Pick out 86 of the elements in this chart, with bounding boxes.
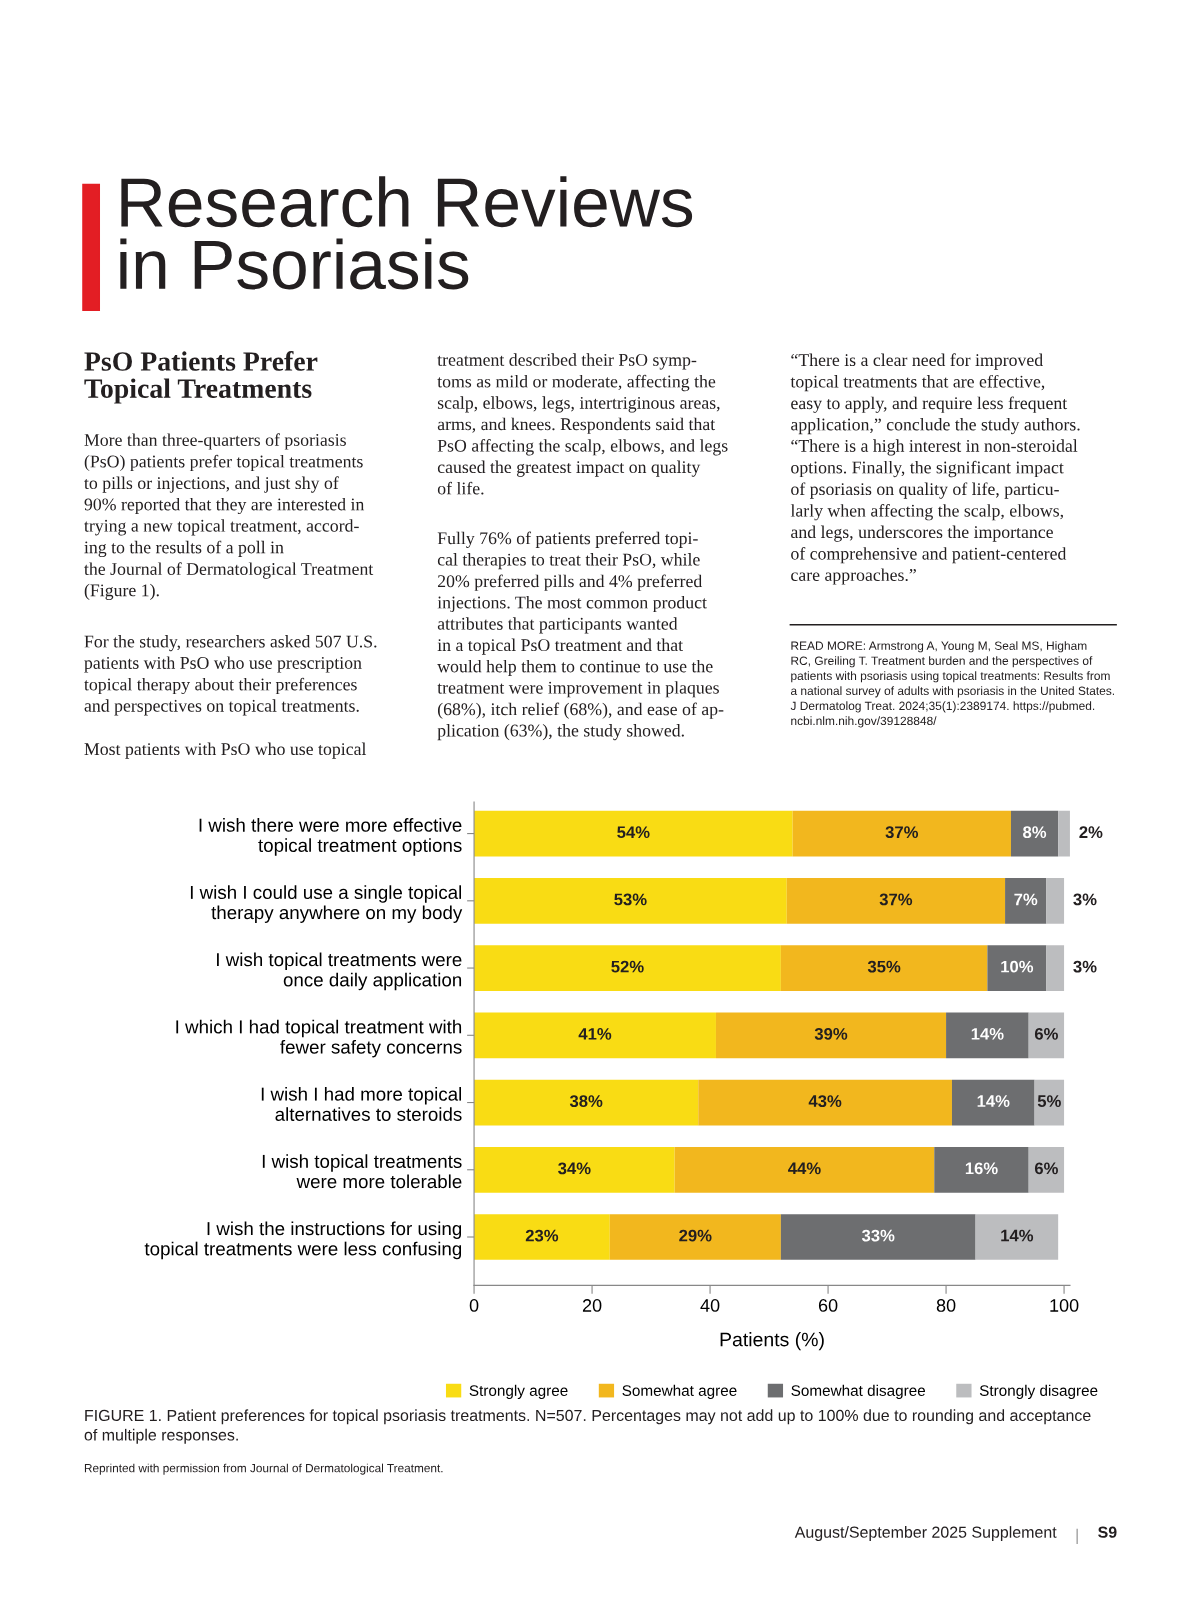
- data-label: 23%: [525, 1229, 559, 1242]
- data-label: 5%: [1037, 1095, 1061, 1107]
- chart-title: Research Reviews in Psoriasis: [120, 176, 693, 290]
- bar: [792, 810, 1011, 857]
- x-tick-label: 40: [700, 1299, 720, 1312]
- x-tick-label: 80: [936, 1299, 956, 1312]
- data-label: 2%: [1079, 826, 1103, 839]
- text: Fully 76% of patients preferred topi- cal therapies to treat their PsO, while 20% preferred pills and 4% preferred injections. The most common product attributes that participants wanted in a topical PsO treatment and that would help them to continue to use the treatment were improvement in plaques (68%), itch relief (68%), and ease of ap- plication (63%), the study showed.: [437, 531, 724, 741]
- y-tick-label: I wish topical treatments were more tolerable: [262, 1154, 462, 1189]
- x-tick-label: 0: [469, 1299, 479, 1312]
- y-tick-label: I wish I had more topical alternatives to steroids: [261, 1086, 462, 1121]
- data-label: 34%: [558, 1162, 591, 1175]
- data-label: 53%: [614, 893, 647, 906]
- text: Reprinted with permission from Journal of Dermatological Treatment.: [84, 1463, 443, 1475]
- legend-label: Somewhat agree: [622, 1384, 737, 1400]
- legend-label: Strongly agree: [469, 1384, 568, 1400]
- text: PsO Patients Prefer Topical Treatments: [84, 351, 318, 404]
- data-label: 14%: [1001, 1229, 1034, 1242]
- data-label: 39%: [814, 1027, 848, 1040]
- text: Most patients with PsO who use topical: [84, 742, 367, 759]
- y-tick-label: I wish I could use a single topical therapy anywhere on my body: [190, 885, 463, 923]
- bar: [786, 877, 1006, 924]
- data-label: 37%: [885, 826, 919, 839]
- data-label: 16%: [965, 1162, 998, 1175]
- data-label: 33%: [861, 1229, 895, 1242]
- bar: [474, 810, 793, 857]
- text: August/September 2025 Supplement: [794, 1526, 1057, 1541]
- data-label: 41%: [578, 1028, 612, 1040]
- data-label: 44%: [788, 1162, 821, 1175]
- data-label: 14%: [971, 1028, 1004, 1040]
- bar: [946, 1012, 1029, 1059]
- data-label: 43%: [808, 1095, 842, 1108]
- bar: [951, 1079, 1035, 1126]
- data-label: 14%: [977, 1095, 1010, 1107]
- bar: [474, 1012, 716, 1059]
- text: treatment described their PsO symp- toms as mild or moderate, affecting the scalp, elbows, legs, intertriginous areas, arms, and knees. Respondents said that PsO affecting the scalp, elbows, and legs caused the greatest impact on quality of life.: [437, 353, 728, 495]
- data-label: 38%: [569, 1095, 603, 1108]
- data-label: 3%: [1073, 893, 1097, 906]
- data-label: 37%: [879, 893, 913, 906]
- data-label: 29%: [679, 1229, 712, 1242]
- text: For the study, researchers asked 507 U.S. patients with PsO who use prescription topical therapy about their preferences and perspectives on topical treatments.: [84, 635, 377, 716]
- text: READ MORE: Armstrong A, Young M, Seal MS, Higham RC, Greiling T. Treatment burden and the perspectives of patients with psoriasis using topical treatments: Results from a national survey of adults with psoriasis in the United States. J Dermatolog Treat. 2024;35(1):2389174. https://pubmed. ncbi.nlm.nih.gov/39128848/: [790, 641, 1115, 728]
- bar: [1046, 945, 1065, 991]
- bar: [1046, 877, 1065, 924]
- bar: [474, 877, 787, 924]
- bar: [474, 1214, 610, 1260]
- bar: [474, 1146, 675, 1193]
- x-tick-label: 20: [582, 1299, 602, 1312]
- bar: [1058, 810, 1070, 857]
- y-tick-label: I wish the instructions for using topical treatments were less confusing: [144, 1221, 462, 1260]
- bar: [934, 1146, 1029, 1193]
- data-label: 6%: [1034, 1162, 1058, 1175]
- data-label: 10%: [1001, 960, 1034, 973]
- bar: [474, 945, 781, 991]
- bar: [698, 1079, 952, 1126]
- data-label: 6%: [1034, 1027, 1058, 1040]
- bar: [780, 1214, 976, 1260]
- text: S9: [1098, 1526, 1117, 1538]
- x-tick-label: 60: [818, 1299, 838, 1312]
- data-label: 8%: [1023, 826, 1047, 839]
- bar: [1028, 1146, 1065, 1193]
- data-label: 35%: [867, 960, 901, 973]
- bar: [715, 1012, 947, 1059]
- text: More than three-quarters of psoriasis (PsO) patients prefer topical treatments to pills or injections, and just shy of 90% reported that they are interested in trying a new topical treatment, accord- ing to the results of a poll in the Journal of Dermatological Treatment (Figure 1).: [84, 433, 374, 600]
- legend-label: Somewhat disagree: [791, 1384, 926, 1400]
- bar: [1005, 877, 1047, 924]
- bar: [474, 1079, 699, 1126]
- bar: [1010, 810, 1059, 857]
- y-tick-label: I wish there were more effective topical treatment options: [199, 818, 462, 856]
- bar: [780, 945, 988, 991]
- bar: [1028, 1012, 1065, 1059]
- y-tick-label: I which I had topical treatment with fewer safety concerns: [176, 1019, 462, 1058]
- text: “There is a clear need for improved topical treatments that are effective, easy to apply, and require less frequent application,” conclude the study authors. “There is a high interest in non-steroidal options. Finally, the significant impact of psoriasis on quality of life, particu- larly when affecting the scalp, elbows, and legs, underscores the importance of comprehensive and patient-centered care approaches.”: [790, 353, 1080, 585]
- x-axis-title: Patients (%): [720, 1332, 824, 1351]
- bar: [987, 945, 1047, 991]
- bar: [609, 1214, 781, 1260]
- data-label: 3%: [1073, 960, 1097, 973]
- bar: [674, 1146, 935, 1193]
- legend-label: Strongly disagree: [979, 1384, 1098, 1400]
- caption: FIGURE 1. Patient preferences for topical psoriasis treatments. N=507. Percentages may not add up to 100% due to rounding and acceptance of multiple responses.: [84, 1409, 1091, 1444]
- bar: [975, 1214, 1059, 1260]
- data-label: 54%: [617, 826, 650, 839]
- data-label: 7%: [1014, 893, 1038, 906]
- x-tick-label: 100: [1050, 1299, 1079, 1312]
- y-tick-label: I wish topical treatments were once daily application: [217, 952, 462, 991]
- data-label: 52%: [611, 960, 644, 973]
